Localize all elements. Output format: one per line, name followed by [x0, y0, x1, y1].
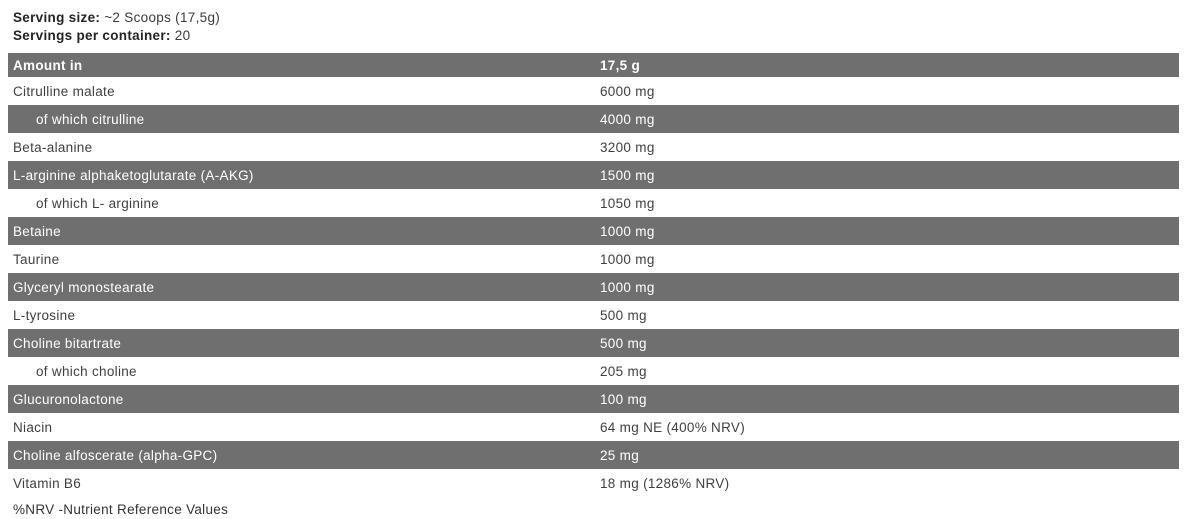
table-row: of which citrulline 4000 mg [8, 105, 1179, 133]
ingredient-amount: 1000 mg [600, 251, 655, 267]
table-row: of which choline 205 mg [8, 357, 1179, 385]
ingredient-name: of which citrulline [36, 111, 145, 127]
ingredient-name: Niacin [13, 419, 53, 435]
ingredient-name: Taurine [13, 251, 60, 267]
table-row: Vitamin B6 18 mg (1286% NRV) [8, 469, 1179, 497]
table-row: L-arginine alphaketoglutarate (A-AKG) 15… [8, 161, 1179, 189]
table-row: Beta-alanine 3200 mg [8, 133, 1179, 161]
table-row: Niacin 64 mg NE (400% NRV) [8, 413, 1179, 441]
ingredient-name: L-arginine alphaketoglutarate (A-AKG) [13, 167, 254, 183]
ingredient-name: Citrulline malate [13, 83, 115, 99]
ingredient-name: Choline alfoscerate (alpha-GPC) [13, 447, 218, 463]
ingredient-amount: 205 mg [600, 363, 647, 379]
ingredient-amount: 500 mg [600, 335, 647, 351]
ingredient-amount: 18 mg (1286% NRV) [600, 475, 730, 491]
table-row: Citrulline malate 6000 mg [8, 77, 1179, 105]
servings-per-container-value: 20 [174, 28, 191, 43]
serving-info: Serving size: ~2 Scoops (17,5g) Servings… [0, 0, 1187, 45]
nrv-footnote: %NRV -Nutrient Reference Values [13, 502, 229, 517]
ingredient-name: Glyceryl monostearate [13, 279, 155, 295]
serving-size-label: Serving size: [13, 10, 101, 25]
ingredient-amount: 1500 mg [600, 167, 655, 183]
ingredient-name: of which choline [36, 363, 137, 379]
ingredient-amount: 3200 mg [600, 139, 655, 155]
serving-size-value: ~2 Scoops (17,5g) [104, 10, 221, 25]
servings-per-container-label: Servings per container: [13, 28, 171, 43]
ingredient-name: Beta-alanine [13, 139, 93, 155]
table-row: Choline alfoscerate (alpha-GPC) 25 mg [8, 441, 1179, 469]
ingredient-name: Choline bitartrate [13, 335, 122, 351]
ingredient-name: Vitamin B6 [13, 475, 82, 491]
ingredient-name: Glucuronolactone [13, 391, 124, 407]
ingredient-amount: 1000 mg [600, 223, 655, 239]
ingredient-amount: 64 mg NE (400% NRV) [600, 419, 746, 435]
table-row: Taurine 1000 mg [8, 245, 1179, 273]
column-header-amount-in: Amount in [13, 57, 83, 73]
ingredient-amount: 1050 mg [600, 195, 655, 211]
table-row: Glucuronolactone 100 mg [8, 385, 1179, 413]
ingredient-rows: Citrulline malate 6000 mg of which citru… [8, 77, 1179, 497]
ingredient-amount: 100 mg [600, 391, 647, 407]
serving-size-line: Serving size: ~2 Scoops (17,5g) [13, 9, 1187, 27]
supplement-facts-table: Amount in 17,5 g Citrulline malate 6000 … [8, 53, 1179, 497]
table-row: Choline bitartrate 500 mg [8, 329, 1179, 357]
table-row: Glyceryl monostearate 1000 mg [8, 273, 1179, 301]
ingredient-name: of which L- arginine [36, 195, 160, 211]
table-row: Betaine 1000 mg [8, 217, 1179, 245]
table-header-row: Amount in 17,5 g [8, 53, 1179, 77]
servings-per-container-line: Servings per container: 20 [13, 27, 1187, 45]
ingredient-name: L-tyrosine [13, 307, 76, 323]
column-header-serving-weight: 17,5 g [600, 57, 641, 73]
table-row: of which L- arginine 1050 mg [8, 189, 1179, 217]
table-row: L-tyrosine 500 mg [8, 301, 1179, 329]
ingredient-amount: 4000 mg [600, 111, 655, 127]
ingredient-amount: 500 mg [600, 307, 647, 323]
ingredient-amount: 6000 mg [600, 83, 655, 99]
ingredient-amount: 1000 mg [600, 279, 655, 295]
ingredient-amount: 25 mg [600, 447, 640, 463]
ingredient-name: Betaine [13, 223, 61, 239]
